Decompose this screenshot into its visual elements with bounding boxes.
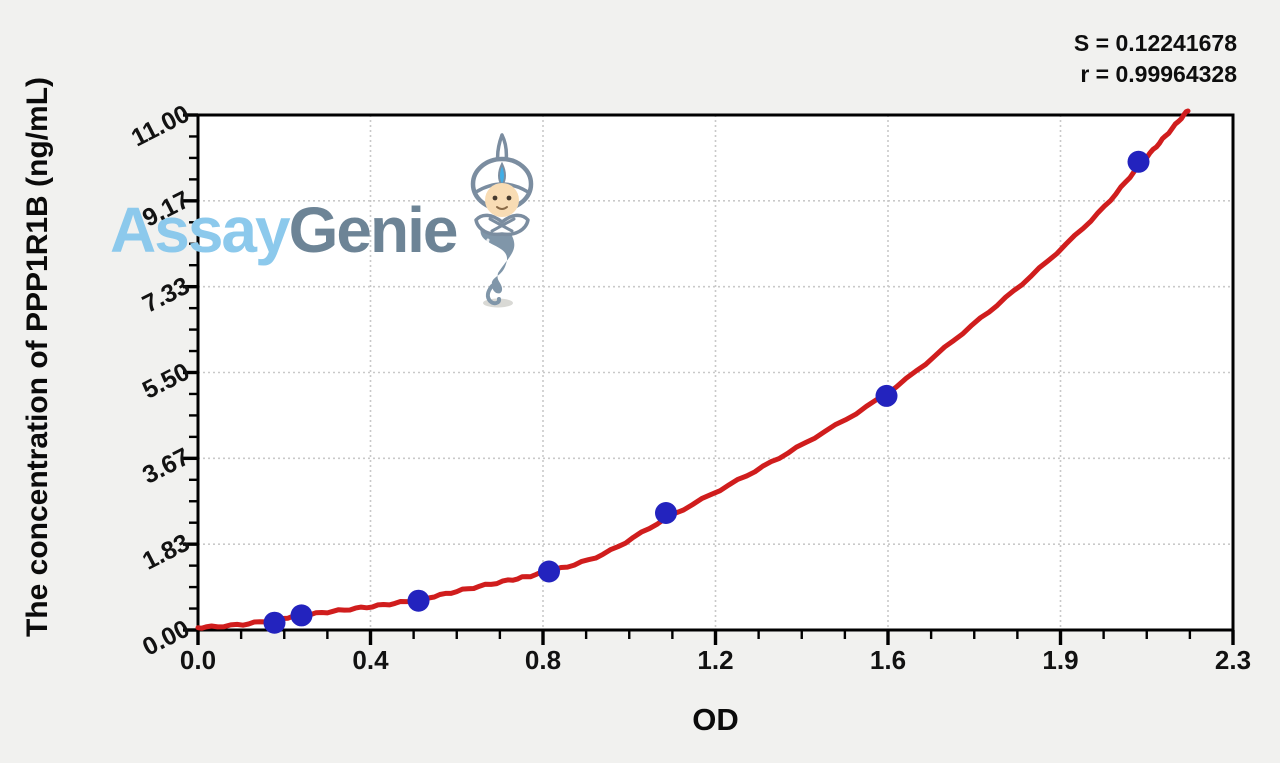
plot-border [196,113,1235,632]
fit-statistics: S = 0.12241678 r = 0.99964328 [1074,28,1237,90]
y-axis-title: The concentration of PPP1R1B (ng/mL) [21,76,54,638]
x-tick-label: 0.8 [524,645,562,675]
fit-curve-line [195,108,1191,631]
standard-data-point [407,589,430,612]
x-tick-label: 1.6 [869,645,907,675]
genie-mascot-icon [470,133,534,308]
y-tick-label: 9.17 [138,185,195,233]
r-value: r = 0.99964328 [1080,61,1237,87]
assaygenie-watermark: AssayGenie [108,128,558,308]
y-tick-label: 3.67 [138,442,195,490]
x-tick-label: 1.2 [697,645,734,675]
y-tick-label: 11.00 [126,99,195,153]
x-axis-title: OD [692,702,739,737]
standard-data-point [655,502,677,524]
standard-data-point [263,611,286,634]
brand-second-word: Genie [288,194,459,266]
x-tick-label: 1.9 [1042,645,1079,675]
brand-first-word: Assay [110,194,291,266]
y-tick-label: 7.33 [138,271,195,319]
brand-wordmark: AssayGenie [110,198,458,262]
y-tick-label: 1.83 [138,528,195,576]
standard-data-point [875,384,898,407]
standard-data-point [1127,150,1150,173]
x-tick-label: 2.3 [1214,645,1252,675]
standard-data-point [538,560,560,583]
y-tick-label: 5.50 [138,357,195,405]
standard-data-point [290,604,313,627]
x-tick-label: 0.0 [179,645,217,675]
x-tick-label: 0.4 [352,645,389,675]
s-value: S = 0.12241678 [1073,30,1237,56]
